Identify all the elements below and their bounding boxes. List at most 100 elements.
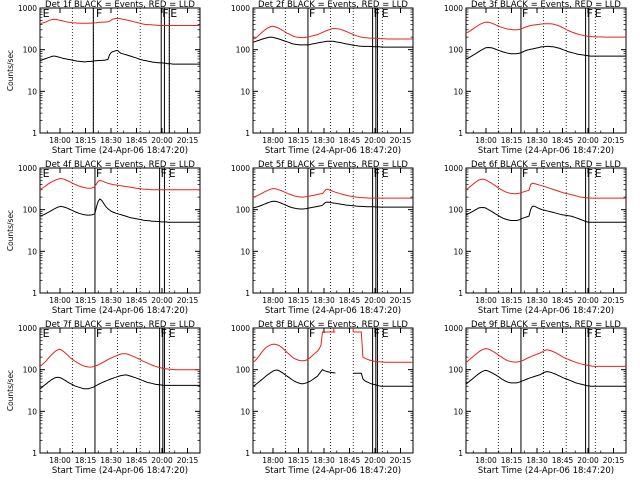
plot-frame [465, 167, 627, 294]
y-tick-label: 1 [32, 449, 37, 458]
y-tick-label: 100 [23, 366, 38, 375]
event-marker: F [522, 7, 528, 20]
lld-series-line [252, 331, 413, 363]
x-tick-label: 18:15 [288, 136, 310, 145]
panel-title: Det 7f BLACK = Events, RED = LLD [45, 320, 195, 330]
event-marker: E [43, 327, 50, 340]
x-tick-label: 18:45 [126, 296, 148, 305]
events-series-line [39, 374, 200, 390]
y-tick-label: 1000 [231, 4, 250, 13]
y-tick-label: 100 [236, 366, 251, 375]
x-tick-label: 18:45 [126, 136, 148, 145]
x-tick-label: 18:15 [288, 456, 310, 465]
x-axis-label: Start Time (24-Apr-06 18:47:20) [52, 146, 188, 156]
event-marker: E [382, 167, 389, 180]
lld-series-line [465, 348, 626, 367]
detector-panel-9: Det 9f BLACK = Events, RED = LLD 1 10 100 10… [444, 320, 627, 476]
x-tick-label: 18:45 [339, 296, 361, 305]
x-tick-label: 20:15 [177, 296, 199, 305]
x-tick-label: 18:00 [49, 296, 71, 305]
event-marker: E [595, 7, 602, 20]
panel-title: Det 9f BLACK = Events, RED = LLD [471, 320, 621, 330]
event-marker: F [587, 167, 593, 180]
x-tick-label: 20:15 [603, 296, 625, 305]
detector-panel-2: Det 2f BLACK = Events, RED = LLD 1 10 100 10… [231, 0, 414, 156]
x-tick-label: 20:00 [151, 136, 173, 145]
x-tick-label: 18:30 [100, 136, 122, 145]
x-tick-label: 20:00 [364, 136, 386, 145]
x-axis-label: Start Time (24-Apr-06 18:47:20) [52, 466, 188, 476]
plot-frame [252, 7, 414, 134]
y-tick-label: 1 [32, 289, 37, 298]
y-tick-label: 10 [27, 247, 37, 256]
events-series-line [465, 205, 626, 223]
y-tick-label: 1 [245, 289, 250, 298]
event-marker: F [162, 7, 168, 20]
x-tick-label: 18:30 [313, 136, 335, 145]
y-axis-label: Counts/sec [6, 210, 15, 251]
y-tick-label: 1000 [18, 164, 37, 173]
events-series-line [39, 49, 200, 65]
plot-frame [465, 327, 627, 454]
x-axis-label: Start Time (24-Apr-06 18:47:20) [265, 466, 401, 476]
event-marker: F [374, 7, 380, 20]
detector-panel-1: Det 1f BLACK = Events, RED = LLD 1 10 100 10… [6, 0, 201, 156]
y-tick-label: 1000 [444, 324, 463, 333]
x-axis-label: Start Time (24-Apr-06 18:47:20) [478, 466, 614, 476]
events-series-line [465, 45, 626, 60]
y-tick-label: 1000 [444, 164, 463, 173]
x-tick-label: 18:30 [313, 296, 335, 305]
x-tick-label: 18:00 [49, 456, 71, 465]
detector-panel-7: Det 7f BLACK = Events, RED = LLD 1 10 100 10… [6, 320, 201, 476]
y-tick-label: 1 [458, 129, 463, 138]
plot-frame [465, 7, 627, 134]
x-tick-label: 18:15 [501, 296, 523, 305]
y-axis-label: Counts/sec [6, 370, 15, 411]
x-tick-label: 20:00 [364, 296, 386, 305]
event-marker: E [43, 167, 50, 180]
event-marker: F [522, 327, 528, 340]
x-tick-label: 20:00 [151, 296, 173, 305]
x-tick-label: 18:30 [100, 456, 122, 465]
x-tick-label: 20:15 [390, 296, 412, 305]
plot-frame [39, 327, 201, 454]
x-tick-label: 18:15 [75, 136, 97, 145]
x-tick-label: 18:00 [262, 296, 284, 305]
event-marker: F [96, 7, 102, 20]
y-tick-label: 10 [453, 407, 463, 416]
plot-frame [252, 167, 414, 294]
event-marker: E [595, 167, 602, 180]
y-tick-label: 10 [453, 247, 463, 256]
lld-series-line [39, 177, 200, 191]
lld-series-line [465, 21, 626, 38]
x-tick-label: 18:00 [475, 136, 497, 145]
x-tick-label: 18:00 [49, 136, 71, 145]
y-tick-label: 1000 [231, 324, 250, 333]
event-marker: E [595, 327, 602, 340]
y-tick-label: 100 [236, 46, 251, 55]
plot-frame [39, 7, 201, 134]
detector-panel-8: Det 8f BLACK = Events, RED = LLD 1 10 100 10… [231, 320, 414, 476]
lld-series-line [39, 17, 200, 26]
panel-title: Det 6f BLACK = Events, RED = LLD [471, 160, 621, 170]
x-tick-label: 18:00 [475, 456, 497, 465]
event-marker: F [161, 167, 167, 180]
events-series-line [252, 36, 413, 48]
y-tick-label: 10 [27, 407, 37, 416]
x-tick-label: 20:00 [364, 456, 386, 465]
event-marker: F [587, 7, 593, 20]
lld-series-line [252, 188, 413, 199]
y-tick-label: 1000 [18, 4, 37, 13]
y-tick-label: 1 [245, 129, 250, 138]
x-tick-label: 18:45 [552, 296, 574, 305]
y-tick-label: 1000 [18, 324, 37, 333]
event-marker: F [96, 167, 102, 180]
y-tick-label: 1 [458, 449, 463, 458]
events-series-line [465, 369, 626, 387]
y-tick-label: 100 [449, 206, 464, 215]
y-tick-label: 10 [240, 247, 250, 256]
detector-panel-4: Det 4f BLACK = Events, RED = LLD 1 10 100 10… [6, 160, 201, 316]
x-axis-label: Start Time (24-Apr-06 18:47:20) [478, 146, 614, 156]
event-marker: F [374, 327, 380, 340]
event-marker: F [309, 327, 315, 340]
